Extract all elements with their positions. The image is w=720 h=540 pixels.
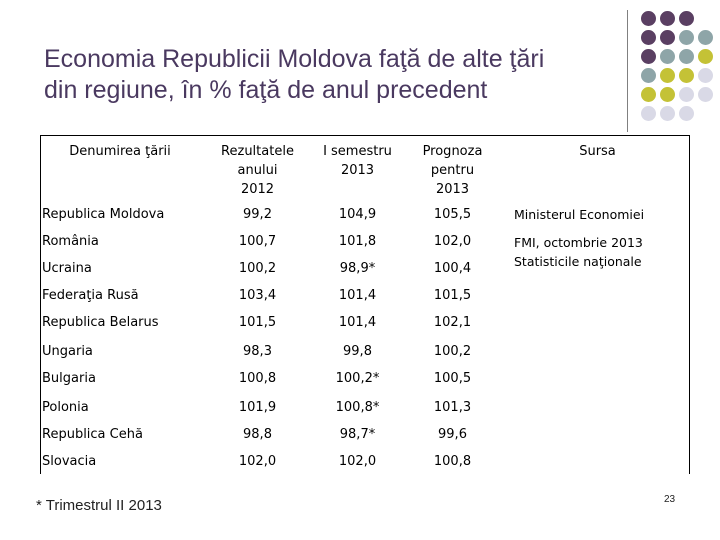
dot [679,87,694,102]
header-2012: Rezultatele anului 2012 [221,144,294,197]
cell-forecast: 99,6 [438,427,467,442]
dot [641,30,656,45]
page-number: 23 [664,494,676,505]
header-2013: I semestru 2013 [323,144,392,178]
source-2-line-1: FMI, octombrie 2013 [514,235,643,250]
dot [660,11,675,26]
cell-2013: 104,9 [338,207,377,222]
dot [679,49,694,64]
cell-2013: 102,0 [338,454,377,469]
dot [660,30,675,45]
dot [679,68,694,83]
cell-forecast: 101,5 [433,288,472,303]
header-forecast: Prognoza pentru 2013 [422,144,483,197]
cell-country: Republica Moldova [42,207,165,222]
cell-2012: 100,2 [238,261,277,276]
cell-forecast: 101,3 [433,400,472,415]
cell-2013: 100,2* [335,371,380,386]
cell-country: România [42,234,99,249]
dot [698,30,713,45]
source-1: Ministerul Economiei [514,207,645,222]
column-separator [40,136,41,474]
dot [679,11,694,26]
header-source: Sursa [579,144,616,159]
title-line-1: Economia Republicii Moldova faţă de alte… [44,45,545,73]
cell-country: Federaţia Rusă [42,288,139,303]
cell-2012: 102,0 [238,454,277,469]
decorative-dot-grid [0,0,720,140]
source-2-line-2: Statisticile naţionale [514,254,642,269]
dot [698,87,713,102]
dot [641,49,656,64]
cell-2012: 100,8 [238,371,277,386]
column-separator [689,136,690,474]
cell-country: Slovacia [42,454,97,469]
dot [641,106,656,121]
dot [698,49,713,64]
cell-country: Polonia [42,400,89,415]
dot [660,49,675,64]
cell-country: Ucraina [42,261,92,276]
cell-2013: 100,8* [335,400,380,415]
cell-2013: 98,7* [339,427,376,442]
header-country: Denumirea ţării [69,144,171,159]
dot [641,68,656,83]
dot [679,106,694,121]
cell-forecast: 100,8 [433,454,472,469]
cell-2012: 98,8 [243,427,272,442]
cell-2012: 98,3 [243,344,272,359]
cell-2013: 98,9* [339,261,376,276]
dot [641,11,656,26]
cell-2013: 99,8 [343,344,372,359]
dot [660,106,675,121]
dot [660,68,675,83]
cell-country: Republica Cehă [42,427,143,442]
title-line-2: din regiune, în % faţă de anul precedent [44,76,488,104]
dot [679,30,694,45]
cell-2013: 101,8 [338,234,377,249]
title-divider-line [627,10,628,132]
cell-2012: 99,2 [243,207,272,222]
cell-forecast: 102,1 [433,315,472,330]
dot [641,87,656,102]
cell-2013: 101,4 [338,315,377,330]
cell-forecast: 105,5 [433,207,472,222]
slide-title: Economia Republicii Moldova faţă de alte… [44,44,624,106]
cell-forecast: 102,0 [433,234,472,249]
cell-2012: 101,9 [238,400,277,415]
cell-forecast: 100,5 [433,371,472,386]
cell-forecast: 100,2 [433,344,472,359]
cell-country: Ungaria [42,344,93,359]
cell-2012: 100,7 [238,234,277,249]
cell-country: Bulgaria [42,371,96,386]
cell-2013: 101,4 [338,288,377,303]
dot [698,68,713,83]
cell-forecast: 100,4 [433,261,472,276]
cell-2012: 101,5 [238,315,277,330]
footnote: * Trimestrul II 2013 [36,497,162,514]
dot [660,87,675,102]
cell-2012: 103,4 [238,288,277,303]
gdp-comparison-table: Denumirea ţării Rezultatele anului 2012 … [40,135,690,476]
cell-country: Republica Belarus [42,315,159,330]
